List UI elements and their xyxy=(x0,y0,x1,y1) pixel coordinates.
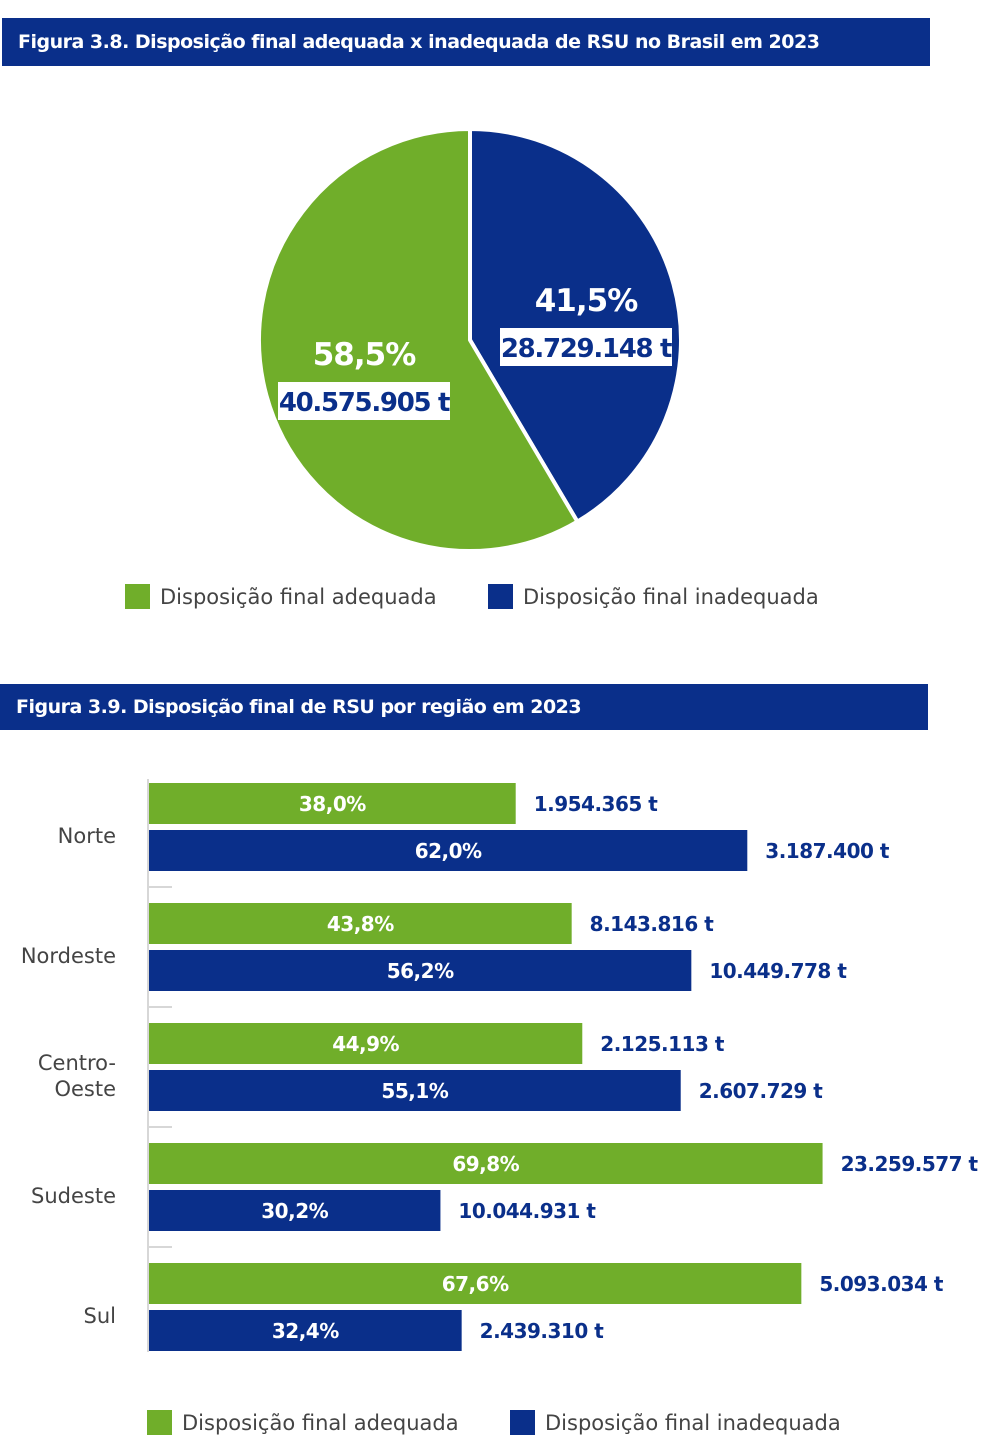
green-swatch-icon xyxy=(147,1410,172,1435)
bar-inadequada xyxy=(149,1310,462,1351)
bar-adequada xyxy=(149,1023,583,1064)
pie-slice-adequada xyxy=(257,127,580,553)
bar-legend-inadequada: Disposição final inadequada xyxy=(510,1410,841,1435)
bar-legend-adequada: Disposição final adequada xyxy=(147,1410,459,1435)
bar-percent-label: 55,1% xyxy=(381,1079,448,1103)
pie-slice-inadequada xyxy=(468,127,683,524)
bar-value-label: 8.143.816 t xyxy=(590,912,715,936)
bar-percent-label: 69,8% xyxy=(452,1152,519,1176)
bar-value-label: 3.187.400 t xyxy=(765,839,890,863)
pie-inadequada-value-box xyxy=(500,328,672,366)
bar-inadequada xyxy=(149,1190,441,1231)
bar-value-label: 2.607.729 t xyxy=(699,1079,824,1103)
category-label: Sudeste xyxy=(31,1184,116,1208)
green-swatch-icon xyxy=(125,584,150,609)
bar-inadequada xyxy=(149,950,692,991)
blue-swatch-icon xyxy=(510,1410,535,1435)
pie-adequada-value-label: 40.575.905 t xyxy=(279,388,450,418)
category-label: Norte xyxy=(58,824,116,848)
pie-adequada-percent-label: 58,5% xyxy=(313,337,416,373)
bar-adequada xyxy=(149,1143,823,1184)
legend-label: Disposição final adequada xyxy=(160,584,437,609)
bar-adequada xyxy=(149,1263,802,1304)
pie-legend-adequada: Disposição final adequada xyxy=(125,584,437,609)
pie-chart: 41,5% 28.729.148 t 58,5% 40.575.905 t xyxy=(257,127,683,553)
bar-percent-label: 44,9% xyxy=(332,1032,399,1056)
figure-3-8-title: Figura 3.8. Disposição final adequada x … xyxy=(2,18,930,66)
category-label: Sul xyxy=(84,1304,116,1328)
bar-value-label: 2.125.113 t xyxy=(600,1032,725,1056)
bar-percent-label: 56,2% xyxy=(387,959,454,983)
category-label: Centro- xyxy=(38,1051,116,1075)
legend-label: Disposição final inadequada xyxy=(523,584,819,609)
bar-value-label: 2.439.310 t xyxy=(480,1319,605,1343)
bar-inadequada xyxy=(149,1070,681,1111)
bar-value-label: 10.449.778 t xyxy=(709,959,847,983)
bar-inadequada xyxy=(149,830,748,871)
bar-percent-label: 30,2% xyxy=(261,1199,328,1223)
pie-inadequada-percent-label: 41,5% xyxy=(535,283,638,319)
category-label: Nordeste xyxy=(21,944,116,968)
bar-value-label: 5.093.034 t xyxy=(819,1272,944,1296)
bar-percent-label: 62,0% xyxy=(415,839,482,863)
pie-adequada-value-box xyxy=(278,382,450,420)
bar-value-label: 23.259.577 t xyxy=(841,1152,979,1176)
bar-percent-label: 67,6% xyxy=(442,1272,509,1296)
blue-swatch-icon xyxy=(488,584,513,609)
category-label: Oeste xyxy=(54,1077,116,1101)
bar-adequada xyxy=(149,903,572,944)
legend-label: Disposição final inadequada xyxy=(545,1410,841,1435)
pie-inadequada-value-label: 28.729.148 t xyxy=(501,334,672,364)
bar-value-label: 10.044.931 t xyxy=(458,1199,596,1223)
legend-label: Disposição final adequada xyxy=(182,1410,459,1435)
bar-percent-label: 43,8% xyxy=(327,912,394,936)
pie-legend-inadequada: Disposição final inadequada xyxy=(488,584,819,609)
bar-value-label: 1.954.365 t xyxy=(534,792,659,816)
bar-adequada xyxy=(149,783,516,824)
bar-percent-label: 38,0% xyxy=(299,792,366,816)
bar-percent-label: 32,4% xyxy=(272,1319,339,1343)
figure-3-9-title: Figura 3.9. Disposição final de RSU por … xyxy=(0,684,928,730)
